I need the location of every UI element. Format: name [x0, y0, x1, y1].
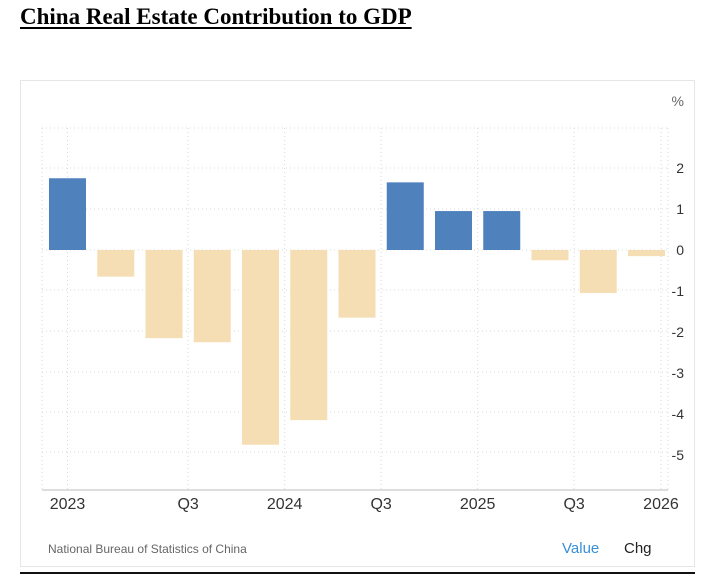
y-axis-labels: 2 1 0 -1 -2 -3 -4 -5	[672, 160, 685, 463]
bar[interactable]	[386, 182, 424, 250]
bar[interactable]	[531, 250, 569, 261]
bar[interactable]	[628, 250, 665, 257]
bottom-rule	[20, 572, 695, 574]
bar[interactable]	[435, 211, 472, 250]
y-tick-label: -4	[672, 406, 685, 422]
x-tick-label: Q3	[563, 496, 584, 513]
chart-frame	[20, 80, 695, 567]
y-tick-label: -1	[672, 283, 685, 299]
x-tick-label: 2026	[643, 496, 679, 513]
value-toggle[interactable]: Value	[562, 540, 600, 557]
source-label: National Bureau of Statistics of China	[48, 542, 247, 556]
bar[interactable]	[579, 250, 617, 294]
x-tick-label: 2025	[460, 496, 496, 513]
y-tick-label: 1	[676, 201, 684, 217]
y-tick-label: 2	[676, 160, 684, 176]
bar[interactable]	[145, 250, 183, 339]
bar[interactable]	[338, 250, 376, 318]
x-tick-label: 2024	[267, 496, 303, 513]
bar[interactable]	[483, 211, 521, 250]
bar[interactable]	[49, 178, 86, 250]
chg-toggle[interactable]: Chg	[624, 540, 652, 557]
y-tick-label: 0	[676, 242, 684, 258]
x-tick-label: Q3	[370, 496, 391, 513]
y-tick-label: -2	[672, 324, 685, 340]
y-axis-unit: %	[672, 93, 684, 109]
bar[interactable]	[242, 250, 279, 445]
bar[interactable]	[97, 250, 135, 277]
y-tick-label: -5	[672, 447, 685, 463]
y-tick-label: -3	[672, 365, 685, 381]
page-title: China Real Estate Contribution to GDP	[20, 4, 412, 29]
grid-lines	[41, 127, 669, 490]
x-tick-label: 2023	[50, 496, 86, 513]
x-axis-labels: 2023 Q3 2024 Q3 2025 Q3 2026	[50, 496, 679, 513]
bars	[49, 178, 665, 445]
bar[interactable]	[290, 250, 328, 421]
x-tick-label: Q3	[177, 496, 198, 513]
bar[interactable]	[193, 250, 231, 343]
